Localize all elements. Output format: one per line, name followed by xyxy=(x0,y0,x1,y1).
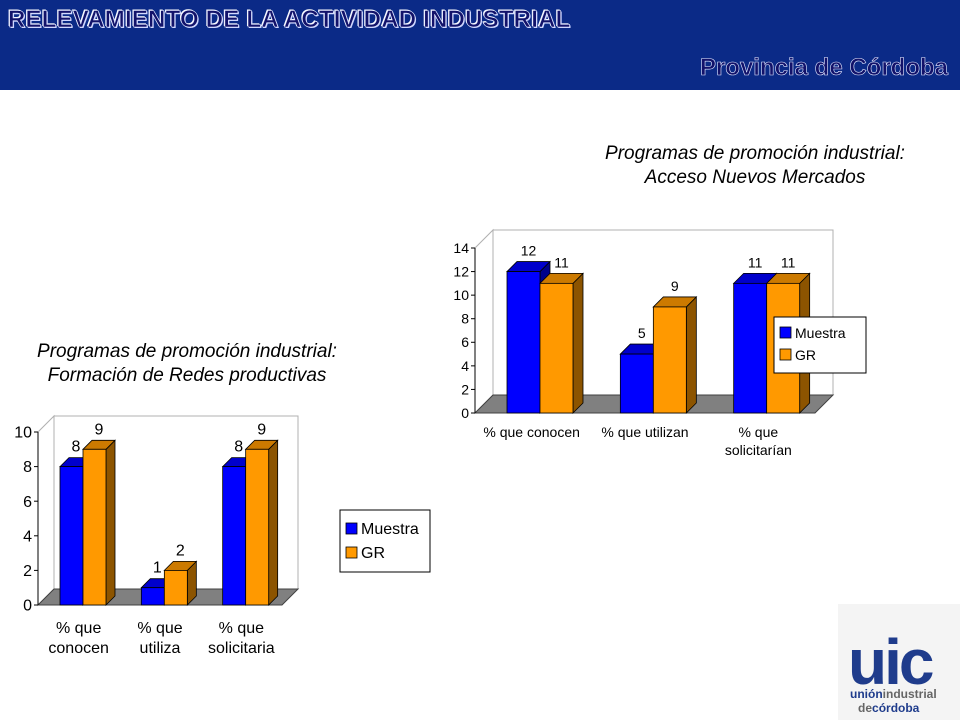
bar-muestra xyxy=(619,353,654,414)
chart2-title-line2: Formación de Redes productivas xyxy=(47,365,327,386)
chart-nuevos-mercados: 0 2 4 6 8 10 12 14 12 11 % que conocen 5 9 % que util… xyxy=(453,228,867,458)
legend-label-muestra: Muestra xyxy=(795,325,846,341)
y-tick-label: 10 xyxy=(453,287,469,303)
x-tick-label: solicitaria xyxy=(208,640,275,657)
x-tick-label: % que xyxy=(137,620,182,637)
logo-line1: uniónindustrial xyxy=(850,687,937,701)
chart-side-wall xyxy=(474,228,494,415)
legend-label-muestra: Muestra xyxy=(361,521,419,538)
y-tick-label: 4 xyxy=(461,358,469,374)
chart2-title-line1: Programas de promoción industrial: xyxy=(37,341,337,362)
bar-gr xyxy=(82,448,107,606)
y-tick-label: 6 xyxy=(461,334,469,350)
logo-mark: uic xyxy=(848,626,933,698)
page-title: RELEVAMIENTO DE LA ACTIVIDAD INDUSTRIAL xyxy=(8,6,571,34)
chart2-title: Programas de promoción industrial: Forma… xyxy=(0,340,374,388)
bar-muestra xyxy=(59,466,84,606)
data-label: 9 xyxy=(671,278,679,294)
legend-swatch-muestra xyxy=(779,326,792,339)
y-tick-label: 10 xyxy=(14,425,32,442)
bar-gr xyxy=(245,448,270,606)
data-label: 8 xyxy=(234,439,243,456)
chart1-title-line2: Acceso Nuevos Mercados xyxy=(644,167,866,188)
uic-logo: uic uniónindustrial decórdoba xyxy=(838,604,960,720)
x-tick-label: % que xyxy=(56,620,101,637)
y-tick-label: 2 xyxy=(23,563,32,580)
legend-swatch-gr xyxy=(345,546,358,559)
bar-side-gr xyxy=(105,439,116,606)
bar-gr xyxy=(539,282,574,414)
x-tick-label: % que conocen xyxy=(483,424,580,440)
y-tick-label: 6 xyxy=(23,494,32,511)
y-tick-label: 4 xyxy=(23,528,32,545)
header-banner: RELEVAMIENTO DE LA ACTIVIDAD INDUSTRIAL … xyxy=(0,0,960,90)
legend-label-gr: GR xyxy=(795,347,816,363)
data-label: 11 xyxy=(748,254,763,270)
chart1-title: Programas de promoción industrial: Acces… xyxy=(560,142,950,190)
data-label: 2 xyxy=(176,542,185,559)
page-subtitle: Provincia de Córdoba xyxy=(699,54,949,82)
y-tick-label: 0 xyxy=(23,598,32,615)
bar-muestra xyxy=(140,587,165,606)
uic-logo-graphic: uic uniónindustrial decórdoba xyxy=(848,626,937,715)
data-label: 9 xyxy=(95,421,104,438)
data-label: 1 xyxy=(153,560,162,577)
y-tick-label: 0 xyxy=(461,405,469,421)
x-tick-label: % que xyxy=(738,424,778,440)
x-tick-label: conocen xyxy=(48,640,109,657)
data-label: 11 xyxy=(781,254,796,270)
bar-side-gr xyxy=(572,272,584,414)
y-tick-label: 8 xyxy=(23,459,32,476)
data-label: 5 xyxy=(638,325,646,341)
bar-muestra xyxy=(506,271,541,414)
data-label: 8 xyxy=(72,439,81,456)
legend-swatch-muestra xyxy=(345,522,358,535)
bar-side-gr xyxy=(685,295,697,414)
y-tick-label: 14 xyxy=(453,240,469,256)
x-tick-label: % que utilizan xyxy=(601,424,688,440)
x-tick-label: solicitarían xyxy=(725,442,792,458)
y-tick-label: 2 xyxy=(461,381,469,397)
chart1-title-line1: Programas de promoción industrial: xyxy=(605,143,905,164)
data-label: 12 xyxy=(521,243,537,259)
bar-side-gr xyxy=(268,439,279,606)
bar-gr xyxy=(163,569,188,606)
logo-line2: decórdoba xyxy=(858,701,920,715)
bar-muestra xyxy=(222,466,247,606)
x-tick-label: % que xyxy=(219,620,264,637)
y-tick-label: 12 xyxy=(453,263,469,279)
data-label: 11 xyxy=(554,254,569,270)
legend-label-gr: GR xyxy=(361,545,385,562)
legend-box xyxy=(339,509,431,573)
bar-muestra xyxy=(733,282,768,414)
legend-box xyxy=(773,316,867,374)
bar-gr xyxy=(652,306,687,414)
chart-side-wall xyxy=(37,414,55,607)
data-label: 9 xyxy=(257,421,266,438)
x-tick-label: utiliza xyxy=(140,640,181,657)
y-tick-label: 8 xyxy=(461,311,469,327)
legend-swatch-gr xyxy=(779,348,792,361)
